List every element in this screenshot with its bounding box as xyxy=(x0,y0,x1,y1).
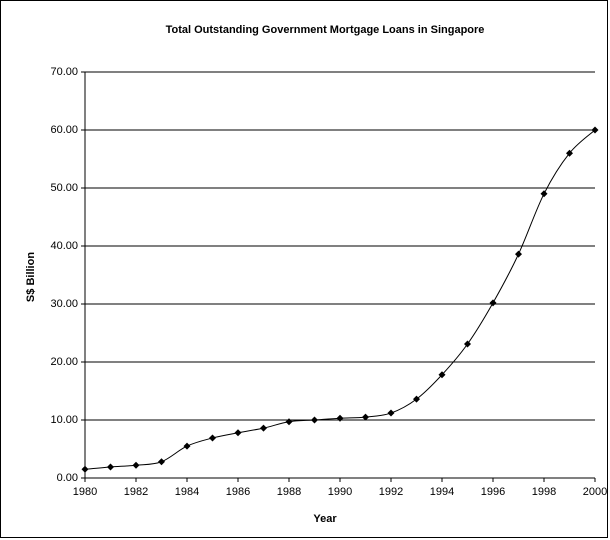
data-point xyxy=(234,429,242,437)
y-tick-label: 60.00 xyxy=(50,124,78,136)
x-tick-label: 1990 xyxy=(328,486,352,498)
x-tick-label: 1982 xyxy=(124,486,148,498)
data-point xyxy=(260,424,267,432)
data-point xyxy=(566,149,573,157)
data-point xyxy=(107,463,114,471)
data-point xyxy=(489,299,497,307)
data-point xyxy=(132,461,140,469)
y-tick-label: 40.00 xyxy=(50,240,78,252)
x-tick-label: 1996 xyxy=(481,486,505,498)
x-tick-label: 1984 xyxy=(175,486,199,498)
y-tick-label: 10.00 xyxy=(50,414,78,426)
x-axis-title: Year xyxy=(313,513,337,525)
y-tick-label: 30.00 xyxy=(50,298,78,310)
data-point xyxy=(464,340,471,348)
data-point xyxy=(183,442,191,450)
data-point xyxy=(336,414,344,422)
y-tick-label: 0.00 xyxy=(57,472,78,484)
x-tick-label: 1986 xyxy=(226,486,250,498)
chart-title: Total Outstanding Government Mortgage Lo… xyxy=(166,24,485,36)
y-axis-title: S$ Billion xyxy=(25,252,37,302)
data-point xyxy=(591,126,599,134)
y-tick-label: 70.00 xyxy=(50,66,78,78)
x-tick-label: 1992 xyxy=(379,486,403,498)
x-tick-label: 1998 xyxy=(532,486,556,498)
x-tick-label: 1994 xyxy=(430,486,454,498)
y-tick-label: 20.00 xyxy=(50,356,78,368)
data-point xyxy=(158,458,165,466)
data-point xyxy=(311,416,318,424)
data-point xyxy=(387,409,395,417)
x-tick-label: 2000 xyxy=(583,486,607,498)
y-tick-label: 50.00 xyxy=(50,182,78,194)
data-point xyxy=(81,465,89,473)
data-point xyxy=(515,250,522,258)
data-point xyxy=(540,190,548,198)
x-tick-label: 1988 xyxy=(277,486,301,498)
data-point xyxy=(285,418,293,426)
data-point xyxy=(209,434,216,442)
x-tick-label: 1980 xyxy=(73,486,97,498)
data-point xyxy=(438,371,446,379)
data-point xyxy=(413,395,420,403)
data-point xyxy=(362,413,369,421)
